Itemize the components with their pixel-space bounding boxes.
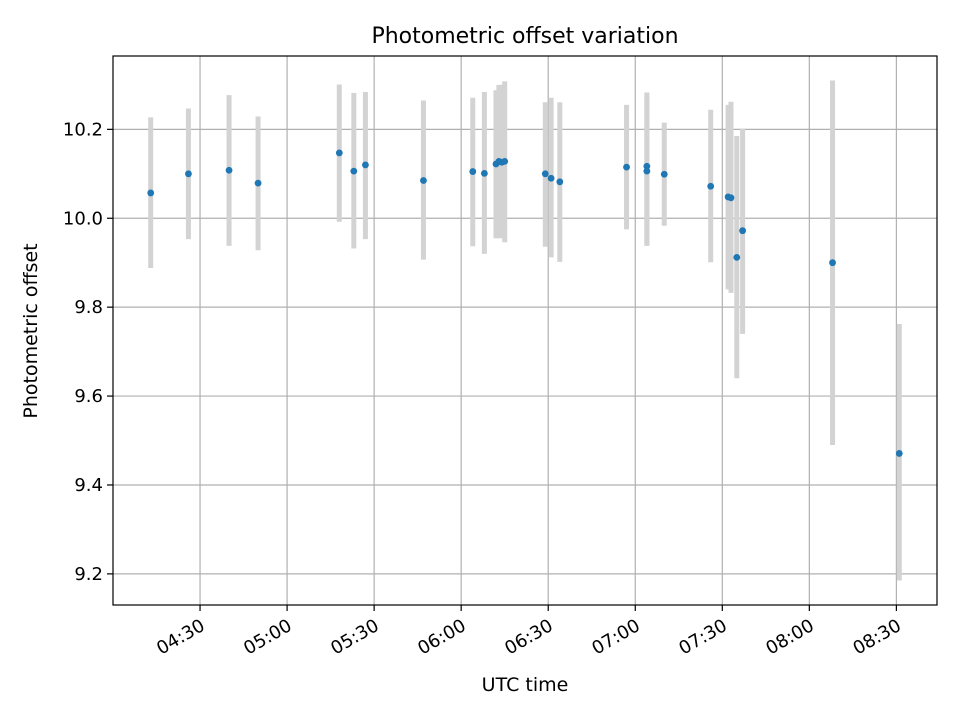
y-tick-label: 9.4 bbox=[74, 475, 103, 496]
data-point bbox=[556, 178, 564, 186]
data-point bbox=[547, 174, 555, 182]
y-tick-label: 9.8 bbox=[74, 297, 103, 318]
data-point bbox=[829, 259, 836, 267]
grid bbox=[113, 56, 937, 605]
data-point bbox=[727, 194, 735, 202]
data-points bbox=[147, 149, 903, 457]
data-point bbox=[733, 253, 741, 261]
chart-title: Photometric offset variation bbox=[371, 24, 678, 49]
data-point bbox=[895, 450, 903, 457]
data-point bbox=[623, 163, 630, 171]
data-point bbox=[335, 149, 343, 157]
y-axis-ticks: 9.2 9.4 9.6 9.8 10.0 10.2 bbox=[63, 119, 113, 585]
y-axis-label: Photometric offset bbox=[20, 243, 42, 418]
plot-frame bbox=[112, 55, 938, 606]
data-point bbox=[469, 168, 477, 175]
data-point bbox=[185, 170, 192, 178]
y-tick-label: 10.2 bbox=[63, 119, 103, 140]
y-tick-label: 10.0 bbox=[63, 208, 103, 229]
data-point bbox=[362, 161, 369, 169]
y-tick-label: 9.2 bbox=[74, 564, 103, 585]
data-point bbox=[147, 189, 155, 197]
data-point bbox=[254, 179, 262, 187]
data-point bbox=[420, 177, 427, 184]
data-point bbox=[643, 162, 651, 170]
data-point bbox=[480, 169, 488, 177]
data-point bbox=[707, 182, 715, 190]
x-axis-label: UTC time bbox=[482, 674, 569, 696]
data-point bbox=[660, 170, 668, 178]
data-point bbox=[739, 227, 747, 235]
data-point bbox=[350, 167, 358, 175]
data-point bbox=[225, 166, 233, 174]
data-point bbox=[643, 167, 651, 175]
data-point bbox=[501, 157, 509, 165]
data-point bbox=[541, 170, 549, 178]
y-tick-label: 9.6 bbox=[74, 386, 103, 407]
